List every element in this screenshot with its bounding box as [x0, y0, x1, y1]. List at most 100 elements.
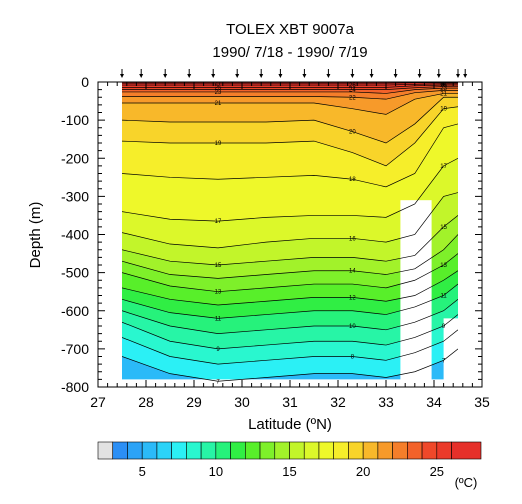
isotherm-label: 25: [440, 83, 447, 89]
x-axis-label: Latitude (ºN): [248, 416, 332, 433]
isotherm-label: 17: [440, 164, 447, 170]
isotherm-line: [122, 86, 458, 90]
isotherm-line: [122, 299, 458, 334]
station-marker-head: [369, 74, 374, 78]
y-tick-label: -700: [61, 341, 89, 357]
station-marker-head: [456, 74, 460, 78]
isotherm-label: 27: [215, 81, 222, 87]
isotherm-line: [122, 93, 458, 115]
x-axis: 27 28 29 30 31 32 33 34 35: [90, 82, 490, 410]
isotherm-line: [122, 270, 458, 306]
x-tick-label: 35: [474, 394, 490, 410]
isotherm-label: 13: [215, 290, 222, 296]
isotherm-contours: 2727262525242323222121201919181717161515…: [122, 81, 458, 385]
isotherm-label: 12: [349, 295, 356, 301]
colorbar-tick-label: 5: [139, 464, 146, 479]
isotherm-label: 21: [215, 101, 222, 107]
colorbar-swatch: [245, 441, 261, 460]
isotherm-label: 11: [440, 294, 447, 300]
colorbar-swatch: [333, 441, 349, 460]
station-marker-head: [350, 74, 355, 78]
y-axis: 0 -100 -200 -300 -400 -500 -600 -700 -800: [61, 74, 482, 395]
colorbar-swatch: [215, 441, 231, 460]
isotherm-label: 13: [440, 263, 447, 269]
isotherm-label: 15: [440, 225, 447, 231]
isotherm-line: [122, 157, 458, 222]
isotherm-line: [122, 329, 458, 365]
colorbar-swatch: [97, 441, 114, 460]
colorbar-swatch: [230, 441, 246, 460]
colorbar-unit-label: (ºC): [455, 475, 478, 490]
station-marker-head: [187, 74, 192, 78]
isotherm-label: 18: [349, 177, 356, 183]
colorbar-swatch: [318, 441, 334, 460]
colorbar-tick-label: 10: [209, 464, 223, 479]
isotherm-label: 19: [440, 107, 447, 113]
colorbar-swatch: [200, 441, 217, 460]
isotherm-line: [122, 87, 458, 94]
isotherm-label: 21: [440, 91, 447, 97]
y-tick-label: -400: [61, 227, 89, 243]
colorbar-swatch: [436, 441, 452, 460]
isotherm-label: 23: [215, 90, 222, 96]
station-marker-head: [120, 74, 124, 78]
isotherm-label: 14: [349, 269, 356, 275]
isotherm-line: [122, 314, 458, 350]
isotherm-label: 24: [349, 88, 356, 94]
x-tick-label: 29: [186, 394, 202, 410]
isotherm-label: 17: [215, 219, 222, 225]
isotherm-label: 7: [216, 379, 220, 385]
colorbar-swatch: [186, 441, 202, 460]
colorbar: 5 10 15 20 25: [97, 441, 482, 479]
y-tick-label: 0: [81, 74, 89, 90]
station-marker-head: [163, 74, 168, 78]
colorbar-swatch: [171, 441, 187, 460]
isotherm-line: [122, 215, 458, 266]
colorbar-swatch: [259, 441, 276, 460]
station-marker-head: [417, 74, 422, 78]
y-tick-label: -300: [61, 188, 89, 204]
colorbar-swatch: [392, 441, 408, 460]
isotherm-label: 7: [442, 358, 446, 364]
y-axis-label: Depth (m): [27, 202, 44, 269]
isotherm-label: 11: [215, 316, 222, 322]
station-marker-head: [278, 74, 283, 78]
colorbar-swatch: [303, 441, 320, 460]
colorbar-swatch: [377, 441, 393, 460]
station-marker-head: [393, 74, 398, 78]
missing-data-region: [443, 318, 458, 387]
station-marker-head: [139, 74, 144, 78]
x-tick-label: 33: [378, 394, 394, 410]
station-marker-head: [463, 74, 468, 78]
isotherm-label: 23: [440, 86, 447, 92]
colorbar-swatch: [112, 441, 128, 460]
colorbar-swatch: [451, 441, 482, 460]
chart-subtitle: 1990/ 7/18 - 1990/ 7/19: [212, 44, 367, 61]
isotherm-line: [122, 192, 458, 249]
x-tick-label: 30: [234, 394, 250, 410]
x-tick-label: 27: [90, 394, 106, 410]
isotherm-line: [122, 96, 458, 144]
colorbar-swatch: [407, 441, 423, 460]
colorbar-swatch: [421, 441, 438, 460]
station-marker-head: [326, 74, 331, 78]
station-marker-head: [436, 74, 441, 78]
colorbar-swatch: [156, 441, 172, 460]
isotherm-label: 9: [442, 324, 446, 330]
isotherm-line: [122, 348, 458, 382]
isotherm-line: [122, 234, 458, 279]
isotherm-label: 15: [215, 263, 222, 269]
station-marker-head: [235, 74, 240, 78]
isotherm-line: [122, 90, 458, 100]
isotherm-label: 8: [351, 355, 355, 361]
y-tick-label: -200: [61, 150, 89, 166]
y-tick-label: -100: [61, 112, 89, 128]
x-tick-label: 31: [282, 394, 298, 410]
y-tick-label: -800: [61, 379, 89, 395]
x-tick-label: 34: [426, 394, 442, 410]
isotherm-line: [122, 123, 458, 188]
y-tick-label: -600: [61, 303, 89, 319]
station-markers: [120, 69, 468, 78]
colorbar-swatch: [348, 441, 364, 460]
